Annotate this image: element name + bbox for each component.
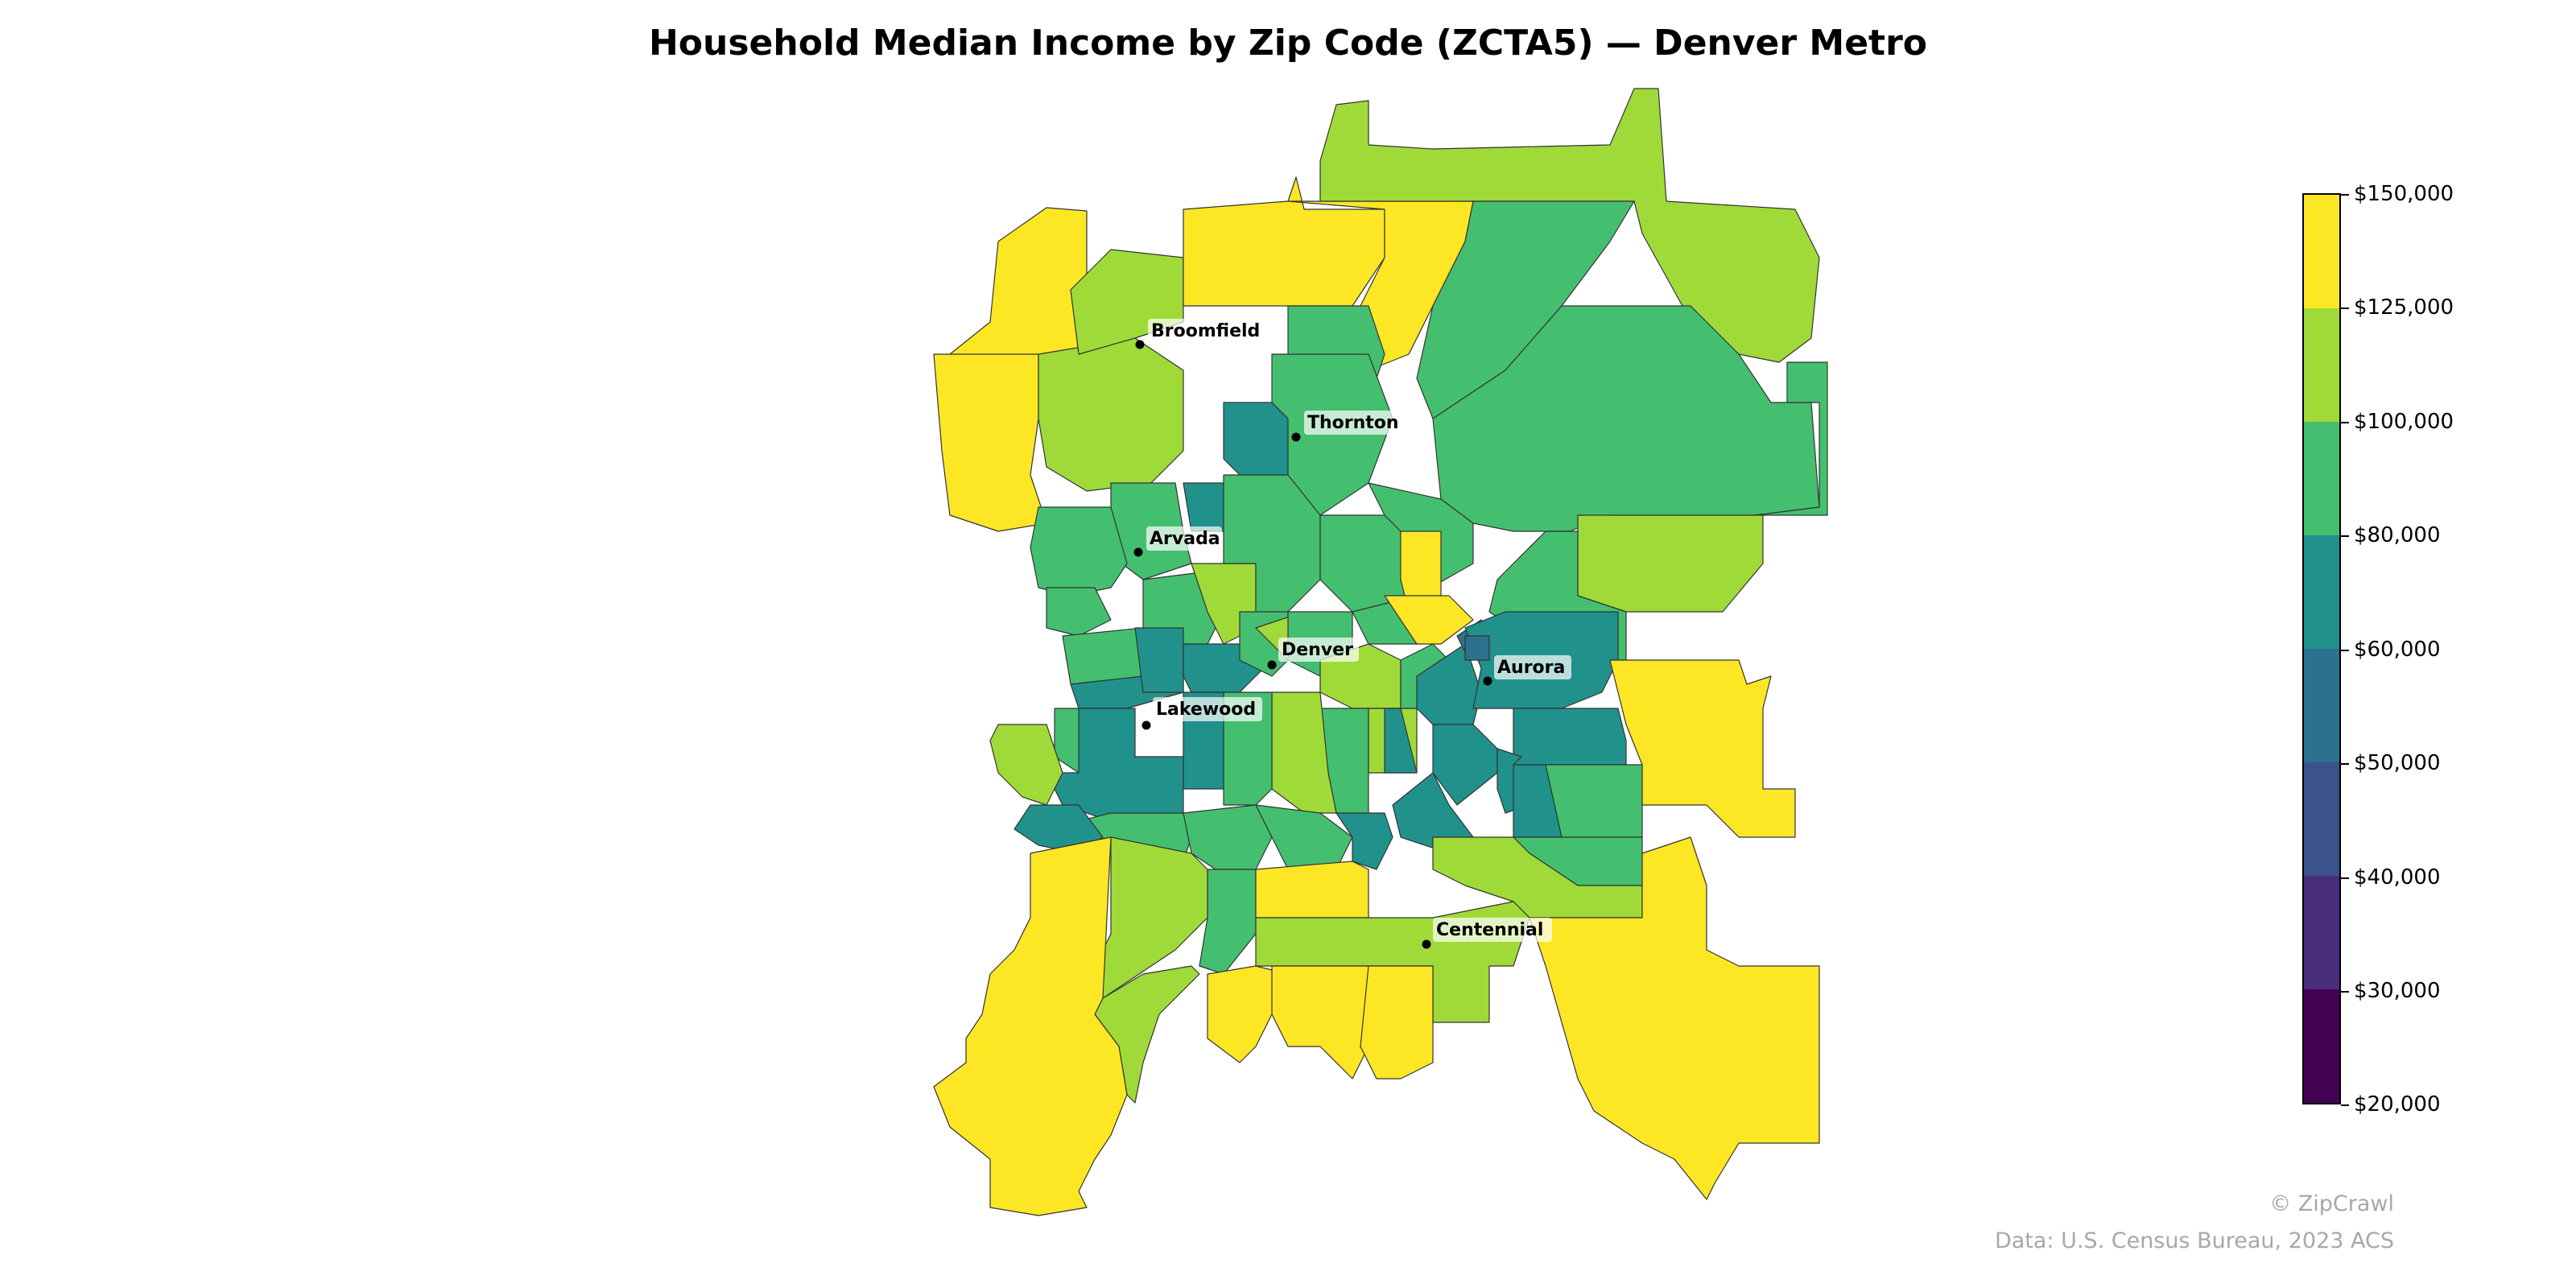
zip-region: [1046, 587, 1112, 637]
zip-region: [1464, 635, 1490, 661]
city-label-centennial: Centennial: [1436, 920, 1543, 940]
city-label-aurora: Aurora: [1497, 658, 1565, 678]
colorbar-tick: $100,000: [2341, 410, 2454, 434]
city-marker-centennial: Centennial: [1422, 918, 1552, 949]
colorbar-band-100-125: [2304, 308, 2339, 422]
watermark-credit: © ZipCrawl: [2269, 1191, 2394, 1216]
map-title: Household Median Income by Zip Code (ZCT…: [648, 23, 1928, 64]
city-label-thornton: Thornton: [1307, 413, 1399, 433]
zip-region: [1271, 965, 1369, 1080]
colorbar-band-60-80: [2304, 535, 2339, 649]
city-label-denver: Denver: [1282, 640, 1353, 660]
colorbar-tick-label: $30,000: [2354, 979, 2441, 1003]
zip-region: [933, 353, 1047, 532]
colorbar-tick-label: $125,000: [2354, 295, 2454, 320]
colorbar-tick-label: $150,000: [2354, 182, 2454, 206]
colorbar-tick: $30,000: [2341, 979, 2441, 1003]
zip-region: [1183, 482, 1224, 532]
zip-region: [1360, 965, 1434, 1080]
colorbar-tick-label: $50,000: [2354, 751, 2441, 775]
zip-region: [933, 836, 1128, 1216]
data-source-note: Data: U.S. Census Bureau, 2023 ACS: [1994, 1228, 2394, 1253]
zip-region: [1545, 764, 1643, 838]
colorbar-tick-label: $60,000: [2354, 638, 2441, 662]
zip-region: [989, 724, 1063, 806]
zip-region: [1609, 659, 1796, 838]
colorbar: [2302, 193, 2341, 1104]
zip-region: [1223, 402, 1289, 476]
colorbar-tick: $40,000: [2341, 865, 2441, 890]
city-label-broomfield: Broomfield: [1151, 321, 1260, 341]
city-marker-aurora: Aurora: [1483, 655, 1571, 686]
zip-region: [1255, 861, 1369, 919]
zip-region: [1384, 595, 1474, 645]
zip-region: [1030, 506, 1128, 597]
zip-region: [1513, 708, 1627, 766]
zip-region: [1134, 627, 1184, 693]
colorbar-tick-label: $40,000: [2354, 865, 2441, 890]
zip-region: [1319, 88, 1820, 363]
city-label-arvada: Arvada: [1150, 529, 1220, 549]
city-marker-denver: Denver: [1267, 638, 1359, 670]
colorbar-tick: $20,000: [2341, 1092, 2441, 1117]
colorbar-band-80-100: [2304, 422, 2339, 535]
colorbar-tick: $60,000: [2341, 638, 2441, 662]
zip-region: [1577, 514, 1764, 613]
colorbar-tick-label: $20,000: [2354, 1092, 2441, 1117]
zip-region: [1207, 965, 1289, 1063]
colorbar-tick: $50,000: [2341, 751, 2441, 775]
colorbar-band-40-50: [2304, 762, 2339, 876]
colorbar-tick: $125,000: [2341, 295, 2454, 320]
city-label-lakewood: Lakewood: [1156, 700, 1256, 720]
colorbar-tick: $150,000: [2341, 182, 2454, 206]
city-marker-thornton: Thornton: [1291, 411, 1402, 442]
zip-region: [1754, 361, 1828, 516]
colorbar-band-125-150: [2304, 195, 2339, 308]
colorbar-tick-label: $80,000: [2354, 523, 2441, 547]
colorbar-tick-label: $100,000: [2354, 410, 2454, 434]
zip-region: [1384, 708, 1418, 774]
zip-region: [1529, 836, 1820, 1200]
zip-region: [1038, 337, 1184, 492]
zip-region: [1335, 812, 1393, 870]
colorbar-band-30-40: [2304, 876, 2339, 989]
city-marker-broomfield: Broomfield: [1135, 319, 1261, 349]
colorbar-band-20-30: [2304, 989, 2339, 1103]
city-marker-arvada: Arvada: [1133, 526, 1222, 557]
colorbar-band-50-60: [2304, 649, 2339, 762]
city-marker-lakewood: Lakewood: [1141, 697, 1262, 730]
colorbar-tick: $80,000: [2341, 523, 2441, 547]
